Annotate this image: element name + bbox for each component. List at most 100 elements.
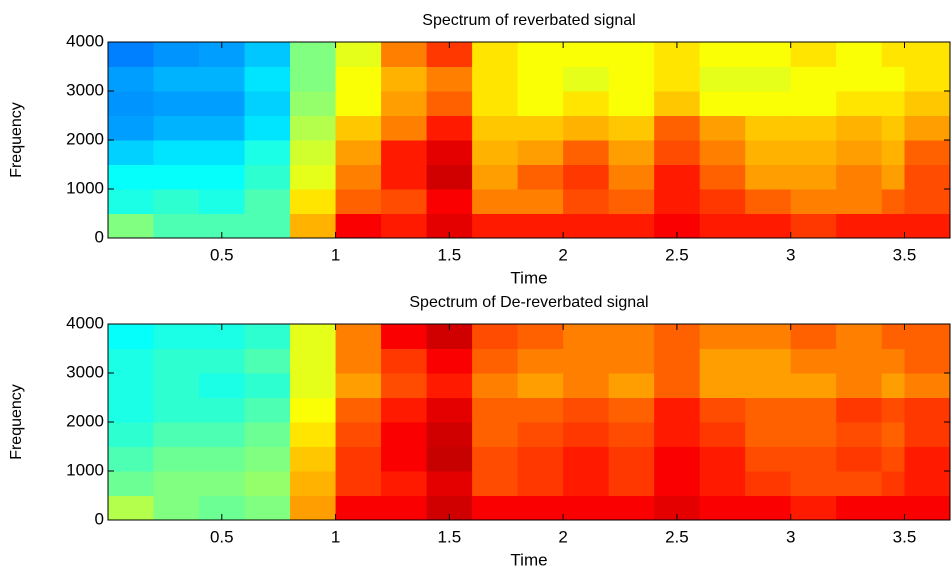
cell <box>335 91 382 116</box>
cell <box>472 324 519 349</box>
cell <box>904 213 950 238</box>
cell <box>472 471 519 496</box>
cell <box>335 471 382 496</box>
cell <box>335 164 382 190</box>
cell <box>108 164 155 190</box>
cell <box>244 495 291 520</box>
cell <box>199 397 246 423</box>
cell <box>244 373 291 398</box>
cell <box>290 348 337 374</box>
cell <box>472 42 519 67</box>
cell <box>426 189 473 214</box>
cell <box>654 446 701 472</box>
cell <box>904 348 950 374</box>
cell <box>517 213 564 238</box>
cell <box>745 115 792 141</box>
cell <box>904 66 950 92</box>
cell <box>699 495 746 520</box>
y-tick-label: 2000 <box>66 129 104 148</box>
cell <box>790 446 837 472</box>
cell <box>108 91 155 116</box>
cell <box>517 164 564 190</box>
cell <box>654 397 701 423</box>
cell <box>290 164 337 190</box>
cell <box>517 373 564 398</box>
cell <box>904 324 950 349</box>
cell <box>517 495 564 520</box>
cell <box>335 446 382 472</box>
x-axis-label: Time <box>510 550 547 569</box>
cell <box>790 66 837 92</box>
y-tick-label: 1000 <box>66 178 104 197</box>
x-tick-label: 3 <box>786 245 795 264</box>
cell <box>153 213 200 238</box>
cell <box>904 91 950 116</box>
cell <box>608 348 655 374</box>
cell <box>745 42 792 67</box>
cell <box>608 140 655 165</box>
cell <box>290 446 337 472</box>
cell <box>426 422 473 447</box>
cell <box>108 189 155 214</box>
cell <box>335 42 382 67</box>
cell <box>654 373 701 398</box>
cell <box>563 213 610 238</box>
cell <box>790 471 837 496</box>
cell <box>244 189 291 214</box>
cell <box>108 422 155 447</box>
cell <box>426 91 473 116</box>
cell <box>836 446 883 472</box>
cell <box>836 189 883 214</box>
cell <box>608 373 655 398</box>
cell <box>426 373 473 398</box>
cell <box>335 140 382 165</box>
cell <box>904 471 950 496</box>
y-tick-label: 1000 <box>66 460 104 479</box>
cell <box>199 422 246 447</box>
cell <box>381 91 428 116</box>
cell <box>563 495 610 520</box>
cell <box>745 471 792 496</box>
heatmap <box>108 42 950 238</box>
x-tick-label: 2 <box>558 527 567 546</box>
cell <box>244 66 291 92</box>
cell <box>563 140 610 165</box>
cell <box>517 446 564 472</box>
cell <box>699 324 746 349</box>
y-tick-label: 3000 <box>66 80 104 99</box>
y-axis-label: Frequency <box>8 102 25 178</box>
cell <box>699 91 746 116</box>
cell <box>563 397 610 423</box>
cell <box>335 66 382 92</box>
cell <box>517 324 564 349</box>
cell <box>745 140 792 165</box>
x-tick-label: 3 <box>786 527 795 546</box>
cell <box>904 373 950 398</box>
cell <box>244 42 291 67</box>
cell <box>472 373 519 398</box>
cell <box>472 115 519 141</box>
cell <box>199 189 246 214</box>
cell <box>290 471 337 496</box>
cell <box>836 140 883 165</box>
cell <box>836 91 883 116</box>
cell <box>654 115 701 141</box>
cell <box>472 495 519 520</box>
cell <box>244 91 291 116</box>
cell <box>836 164 883 190</box>
cell <box>153 471 200 496</box>
cell <box>153 446 200 472</box>
cell <box>472 189 519 214</box>
cell <box>608 66 655 92</box>
cell <box>472 66 519 92</box>
cell <box>608 446 655 472</box>
cell <box>108 397 155 423</box>
x-tick-label: 2.5 <box>665 245 689 264</box>
x-tick-label: 2 <box>558 245 567 264</box>
cell <box>517 140 564 165</box>
cell <box>335 115 382 141</box>
cell <box>699 66 746 92</box>
y-axis-label: Frequency <box>8 384 25 460</box>
cell <box>836 115 883 141</box>
cell <box>904 446 950 472</box>
